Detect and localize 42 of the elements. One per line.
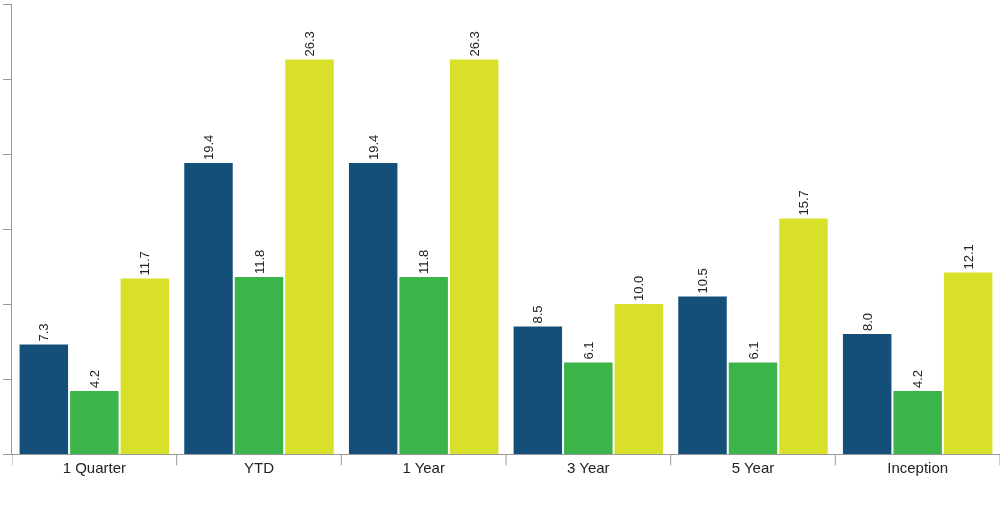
data-label: 8.5	[530, 305, 546, 324]
bar	[842, 334, 892, 454]
data-label: 7.3	[36, 323, 52, 342]
bar	[348, 163, 398, 454]
bar	[449, 59, 499, 454]
bar	[614, 304, 664, 454]
bar	[728, 362, 778, 454]
x-tick-label: YTD	[244, 459, 275, 476]
bar	[893, 391, 942, 454]
bar	[678, 296, 727, 454]
data-label: 19.4	[201, 134, 216, 160]
data-label: 6.1	[745, 341, 761, 360]
x-tick-label: Inception	[887, 459, 949, 476]
data-label: 8.0	[859, 312, 875, 331]
bar	[184, 163, 233, 454]
bar	[779, 218, 828, 454]
bar	[120, 278, 170, 454]
data-label: 11.8	[416, 249, 432, 274]
data-label: 6.1	[580, 341, 596, 360]
data-label: 11.7	[137, 251, 153, 276]
bar	[19, 344, 69, 454]
data-label: 26.3	[466, 31, 482, 57]
bar	[943, 272, 993, 454]
data-label: 10.0	[631, 275, 647, 301]
x-tick-label: 1 Year	[402, 459, 445, 476]
bar	[285, 59, 334, 454]
data-label: 4.2	[910, 369, 926, 388]
x-tick-label: 1 Quarter	[62, 459, 127, 476]
data-label: 11.8	[251, 249, 267, 274]
data-label: 12.1	[960, 244, 976, 270]
x-tick-label: 5 Year	[731, 459, 775, 476]
bar	[234, 277, 284, 454]
data-label: 10.5	[695, 268, 710, 294]
data-label: 4.2	[86, 369, 102, 388]
x-tick-label: 3 Year	[567, 459, 610, 476]
bar	[70, 391, 119, 454]
data-label: 19.4	[365, 134, 381, 160]
data-label: 26.3	[302, 31, 317, 57]
data-label: 15.7	[796, 190, 811, 216]
bar	[564, 362, 613, 454]
bar	[399, 277, 448, 454]
bar	[513, 326, 563, 454]
